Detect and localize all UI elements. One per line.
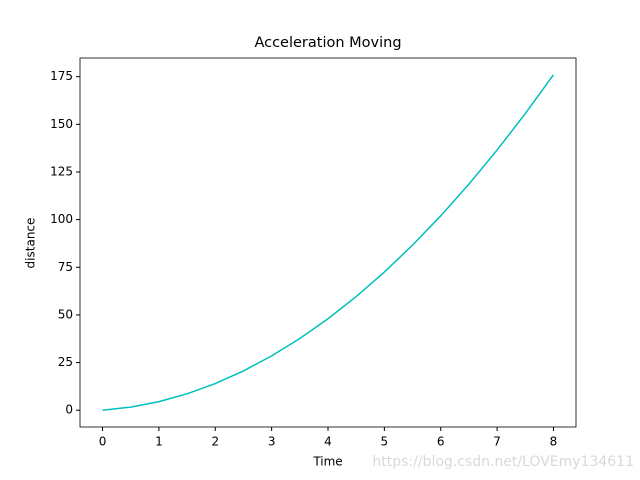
x-tick-label: 0 xyxy=(99,435,107,449)
x-tick-label: 7 xyxy=(493,435,501,449)
x-tick-label: 1 xyxy=(155,435,163,449)
y-tick-label: 25 xyxy=(58,355,73,369)
line xyxy=(102,74,555,411)
y-tick-label: 175 xyxy=(50,69,73,83)
x-tick-label: 8 xyxy=(550,435,558,449)
x-tick-label: 2 xyxy=(211,435,219,449)
y-axis-label: distance xyxy=(24,218,38,269)
plot-frame xyxy=(79,57,577,428)
y-tick-label: 0 xyxy=(65,403,73,417)
chart-title: Acceleration Moving xyxy=(254,35,401,51)
y-tick-label: 150 xyxy=(50,117,73,131)
x-axis-label: Time xyxy=(312,455,342,469)
y-tick-label: 50 xyxy=(58,307,73,321)
y-tick-label: 75 xyxy=(58,260,73,274)
y-tick-label: 100 xyxy=(50,212,73,226)
x-tick-label: 4 xyxy=(324,435,332,449)
x-tick-label: 5 xyxy=(381,435,389,449)
x-tick-label: 6 xyxy=(437,435,445,449)
x-tick-label: 3 xyxy=(268,435,276,449)
watermark: https://blog.csdn.net/LOVEmy134611 xyxy=(372,454,634,470)
y-tick-label: 125 xyxy=(50,164,73,178)
